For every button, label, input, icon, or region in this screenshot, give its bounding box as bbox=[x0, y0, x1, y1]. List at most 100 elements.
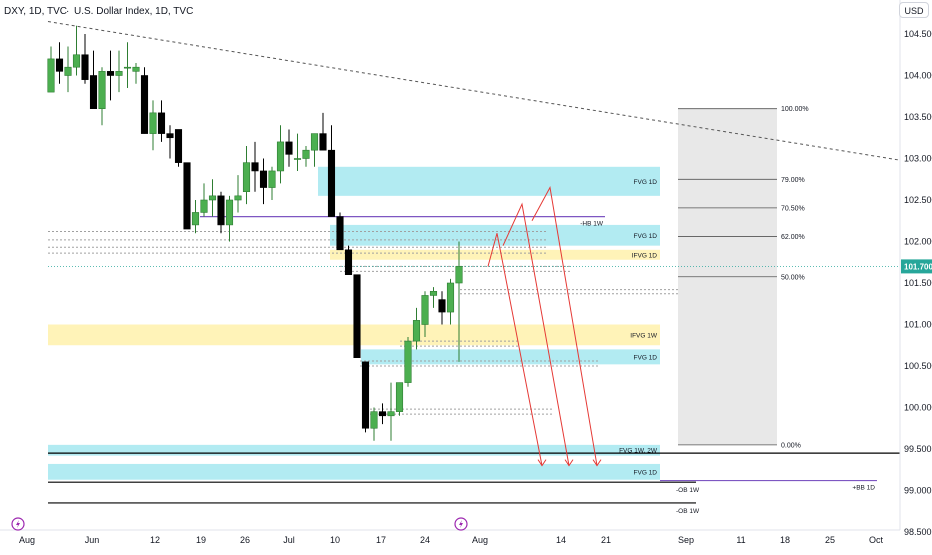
candle[interactable] bbox=[200, 183, 208, 217]
candle[interactable] bbox=[412, 307, 421, 350]
candle-body bbox=[361, 361, 370, 429]
candle-body bbox=[404, 340, 412, 383]
projection-arrow bbox=[502, 202, 570, 466]
lightning-icon[interactable] bbox=[454, 517, 468, 531]
y-tick-label: 99.500 bbox=[904, 444, 932, 454]
candle[interactable] bbox=[336, 212, 344, 251]
candle[interactable] bbox=[387, 382, 395, 441]
candle[interactable] bbox=[251, 141, 259, 192]
candle[interactable] bbox=[217, 191, 225, 234]
candle[interactable] bbox=[115, 50, 123, 93]
x-tick-label: 17 bbox=[376, 535, 386, 545]
candle[interactable] bbox=[208, 179, 217, 217]
candle[interactable] bbox=[72, 25, 81, 76]
symbol-title[interactable]: DXY, 1D, TVC bbox=[4, 6, 67, 17]
candle-body bbox=[208, 195, 217, 201]
candle-body bbox=[225, 199, 234, 226]
candle-body bbox=[344, 249, 353, 276]
candle-body bbox=[395, 382, 404, 412]
projection-arrow bbox=[487, 233, 543, 466]
ob-line-label: -HB 1W bbox=[580, 221, 604, 228]
candle-body bbox=[370, 411, 378, 429]
icon-bolt bbox=[459, 520, 463, 528]
candle[interactable] bbox=[225, 195, 234, 242]
zone-label: FVG 1W, 2W bbox=[619, 448, 658, 455]
candle-body bbox=[319, 133, 327, 151]
candle[interactable] bbox=[106, 50, 115, 101]
candle[interactable] bbox=[353, 274, 361, 359]
candle[interactable] bbox=[344, 245, 353, 276]
candle-body bbox=[132, 66, 140, 72]
candle[interactable] bbox=[268, 166, 276, 200]
fib-level-label: 100.00% bbox=[781, 106, 809, 113]
candle[interactable] bbox=[302, 146, 310, 167]
candle[interactable] bbox=[361, 361, 370, 433]
candle[interactable] bbox=[123, 42, 132, 88]
candle[interactable] bbox=[98, 67, 106, 126]
candle[interactable] bbox=[166, 125, 174, 159]
candle[interactable] bbox=[285, 129, 293, 167]
x-tick-label: 26 bbox=[240, 535, 250, 545]
candle[interactable] bbox=[89, 50, 98, 110]
candle-body bbox=[378, 411, 387, 417]
x-tick-label: 21 bbox=[601, 535, 611, 545]
y-tick-label: 104.500 bbox=[904, 29, 932, 39]
x-tick-label: 18 bbox=[780, 535, 790, 545]
candle[interactable] bbox=[395, 382, 404, 416]
event-icons-layer[interactable] bbox=[11, 517, 468, 531]
candle[interactable] bbox=[259, 158, 268, 205]
candle[interactable] bbox=[64, 46, 72, 93]
header-separator: · bbox=[66, 6, 69, 17]
fib-level-label: 70.50% bbox=[781, 205, 805, 212]
ob-line-label: +BB 1D bbox=[852, 485, 875, 492]
candle[interactable] bbox=[149, 100, 157, 151]
zones-layer: FVG 1D FVG 1D IFVG 1D IFVG 1W FVG 1D FVG 1W, … bbox=[48, 166, 695, 480]
candle-body bbox=[293, 158, 302, 160]
candle[interactable] bbox=[438, 291, 446, 325]
candle[interactable] bbox=[404, 336, 412, 387]
candle-body bbox=[302, 149, 310, 159]
x-tick-label: 24 bbox=[420, 535, 430, 545]
y-tick-label: 103.500 bbox=[904, 112, 932, 122]
candle[interactable] bbox=[174, 129, 183, 167]
candle-body bbox=[310, 133, 319, 151]
candle[interactable] bbox=[370, 407, 378, 441]
lightning-icon[interactable] bbox=[11, 517, 25, 531]
support-level-label: -OB 1W bbox=[676, 487, 700, 494]
candle[interactable] bbox=[327, 125, 336, 217]
currency-button[interactable]: USD bbox=[899, 2, 929, 18]
candle[interactable] bbox=[132, 63, 140, 84]
y-tick-label: 103.000 bbox=[904, 154, 932, 164]
candle[interactable] bbox=[293, 133, 302, 171]
candle[interactable] bbox=[446, 278, 455, 325]
candle[interactable] bbox=[157, 100, 166, 142]
symbol-description: U.S. Dollar Index, 1D, TVC bbox=[74, 6, 193, 17]
candle[interactable] bbox=[310, 133, 319, 167]
x-tick-label: Jun bbox=[85, 535, 100, 545]
candle[interactable] bbox=[81, 34, 89, 84]
arrowhead bbox=[592, 459, 602, 467]
candle[interactable] bbox=[429, 287, 438, 308]
candle-body bbox=[140, 75, 149, 134]
candle-body bbox=[47, 58, 55, 93]
candle[interactable] bbox=[234, 175, 242, 213]
y-tick-label: 102.500 bbox=[904, 195, 932, 205]
zone-label: IFVG 1W bbox=[630, 332, 658, 339]
candle[interactable] bbox=[183, 162, 191, 230]
fvg-zone bbox=[330, 249, 660, 260]
candle[interactable] bbox=[242, 146, 251, 205]
candle[interactable] bbox=[378, 403, 387, 425]
candle[interactable] bbox=[47, 46, 55, 93]
candle[interactable] bbox=[276, 125, 285, 184]
candle[interactable] bbox=[55, 42, 64, 84]
candle[interactable] bbox=[455, 241, 463, 362]
fvg-zone bbox=[48, 444, 660, 456]
candle[interactable] bbox=[421, 291, 429, 337]
candle[interactable] bbox=[191, 200, 200, 234]
candle-body bbox=[106, 71, 115, 76]
candle[interactable] bbox=[140, 67, 149, 134]
candles-layer[interactable] bbox=[47, 25, 463, 441]
candle[interactable] bbox=[319, 112, 327, 151]
